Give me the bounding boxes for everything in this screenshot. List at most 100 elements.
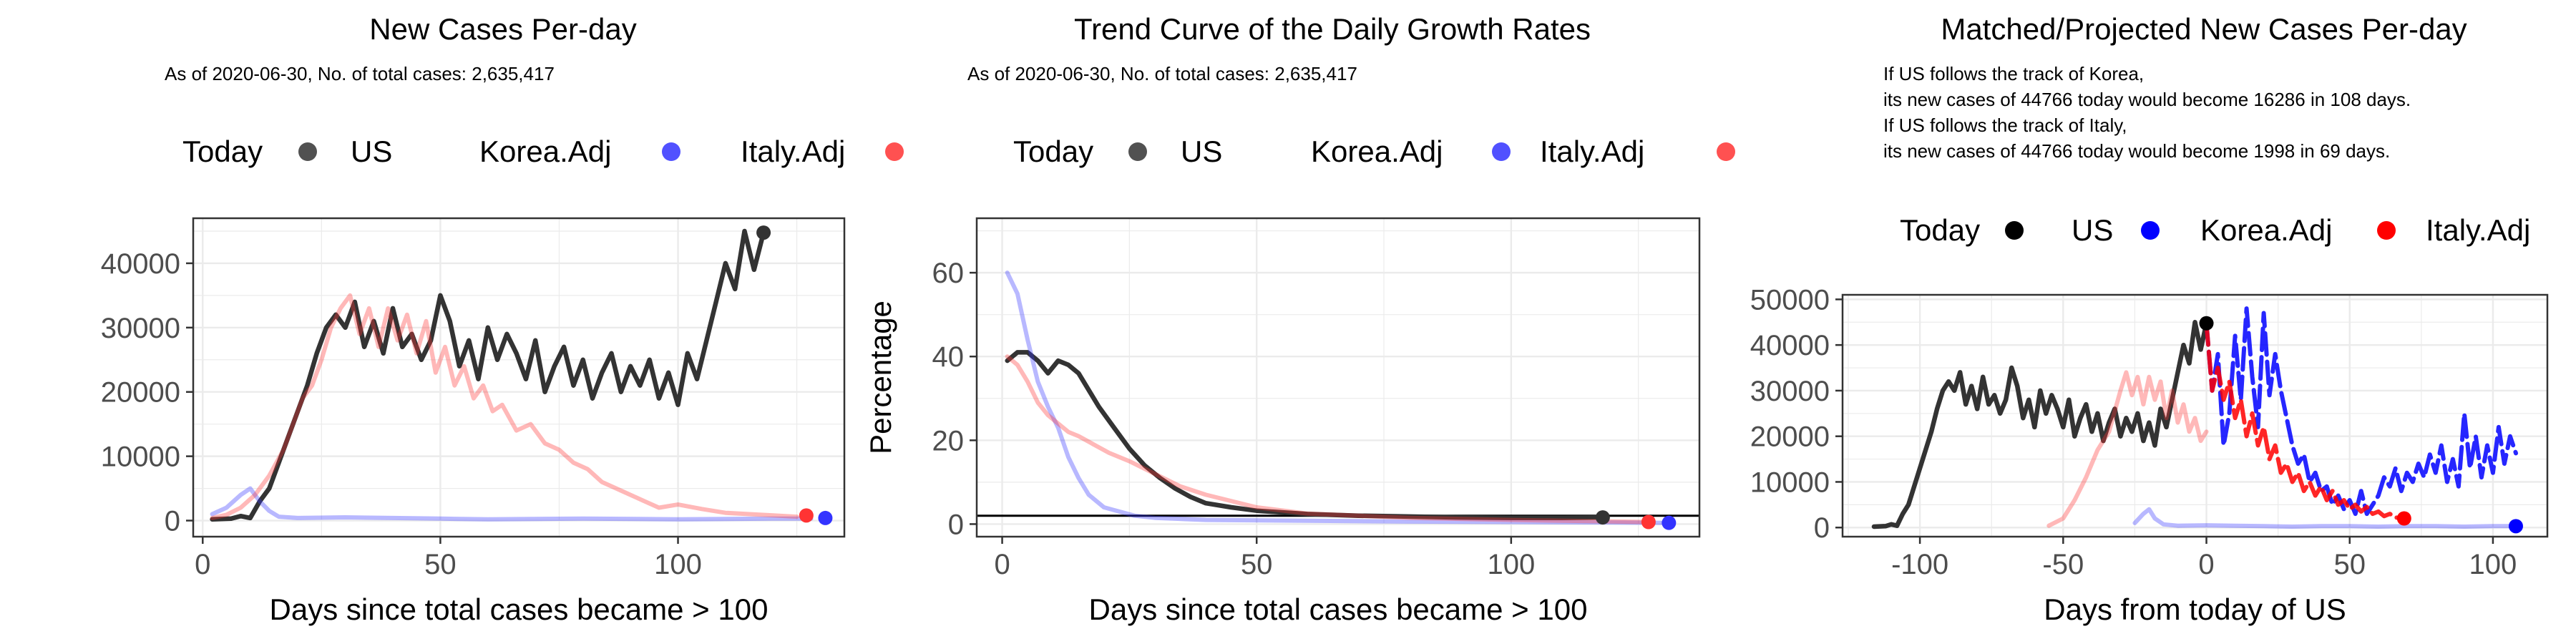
plot-border [975,217,1701,538]
legend-label-korea-adj: Korea.Adj [479,135,611,168]
series-line-us [1005,350,1606,520]
x-axis-label: Days since total cases became > 100 [1089,592,1588,626]
legend-dot-korea-adj [662,142,680,161]
y-tick-label: 10000 [101,441,180,473]
today-point-italy-adj [799,508,814,523]
chart-panel-1: New Cases Per-day As of 2020-06-30, No. o… [101,12,904,626]
series-line-korea-adj [1005,270,1672,525]
plot-border [192,217,846,538]
y-tick-label: 0 [165,506,180,537]
gridlines [1843,295,2547,537]
series-line-italy-adj [1005,354,1651,525]
y-tick-label: 20000 [1750,421,1830,453]
projection-note-3: If US follows the track of Italy, [1883,114,2127,136]
plot-border [1841,293,2549,538]
today-point-italy-adj [1641,514,1656,530]
x-tick-label: 100 [654,549,702,580]
today-point-korea-adj [2508,519,2523,534]
chart-legend: Today US Korea.Adj Italy.Adj [182,135,904,168]
legend-label-us: US [2072,213,2113,247]
y-tick-label: 40000 [101,248,180,280]
legend-dot-italy-adj [1717,142,1735,161]
today-point-korea-adj [1662,515,1677,530]
legend-label-korea-adj: Korea.Adj [2200,213,2332,247]
legend-dot-us [1128,142,1147,161]
series-line-korea-adj [2132,507,2518,529]
x-axis: 0 50 100 Days since total cases became > 10… [994,537,1587,626]
series-line-us [1871,320,2209,530]
legend-dot-korea-adj [1492,142,1511,161]
chart-subtitle: As of 2020-06-30, No. of total cases: 2,… [165,63,555,84]
today-points [2199,316,2523,534]
x-tick-label: 100 [2469,549,2517,580]
x-tick-label: -50 [2042,549,2084,580]
series-line-italy-adj [210,293,799,520]
legend-label-italy-adj: Italy.Adj [2426,213,2530,247]
legend-title: Today [1900,213,1980,247]
y-axis: 0 20 40 60 Percentage [864,258,977,540]
series-group [1005,270,1672,525]
legend-dot-korea-adj [2141,221,2160,240]
x-tick-label: 50 [2333,549,2366,580]
chart-subtitle: As of 2020-06-30, No. of total cases: 2,… [967,63,1357,84]
series-line-korea-adj [210,486,814,522]
plot-area [977,218,1699,537]
y-axis-label: Percentage [864,301,897,454]
series-line-italy-adj [2046,370,2209,528]
legend-label-korea-adj: Korea.Adj [1311,135,1443,168]
series-line-italy-adj-projected [2204,321,2406,521]
today-point-korea-adj [818,510,833,525]
y-tick-label: 50000 [1750,284,1830,316]
x-axis: 0 50 100 Days since total cases became > 10… [195,537,768,626]
today-points [756,225,833,525]
legend-label-italy-adj: Italy.Adj [741,135,845,168]
today-point-italy-adj [2396,511,2411,526]
projection-note-4: its new cases of 44766 today would becom… [1883,140,2390,162]
chart-title: Trend Curve of the Daily Growth Rates [1074,12,1591,46]
y-tick-label: 0 [1814,512,1830,544]
today-points [1595,510,1677,530]
x-tick-label: 100 [1487,549,1535,580]
series-group [1871,306,2518,530]
legend-label-us: US [1181,135,1222,168]
y-tick-label: 20000 [101,377,180,409]
plot-area [193,218,844,537]
chart-panel-2: Trend Curve of the Daily Growth Rates As … [864,12,1735,626]
x-axis-label: Days from today of US [2044,592,2346,626]
today-point-us [756,225,771,240]
chart-panel-3: Matched/Projected New Cases Per-day If US… [1750,12,2549,626]
projection-note-1: If US follows the track of Korea, [1883,63,2144,84]
legend-dot-us [298,142,317,161]
legend-dot-italy-adj [885,142,904,161]
x-tick-label: 0 [195,549,210,580]
today-point-us [2199,316,2214,331]
legend-dot-us [2005,221,2024,240]
y-axis: 0 10000 20000 30000 40000 50000 [1750,284,1843,544]
x-tick-label: 0 [2198,549,2214,580]
x-tick-label: -100 [1891,549,1948,580]
chart-title: Matched/Projected New Cases Per-day [1941,12,2467,46]
legend-label-italy-adj: Italy.Adj [1540,135,1644,168]
y-tick-label: 10000 [1750,467,1830,498]
legend-title: Today [182,135,263,168]
legend-label-us: US [351,135,392,168]
x-tick-label: 50 [424,549,457,580]
series-line-korea-adj-projected [2204,306,2518,517]
y-tick-label: 60 [932,258,965,289]
y-tick-label: 30000 [101,313,180,344]
y-tick-label: 40000 [1750,330,1830,361]
x-tick-label: 50 [1241,549,1273,580]
y-tick-label: 30000 [1750,376,1830,407]
projection-note-2: its new cases of 44766 today would becom… [1883,89,2411,110]
chart-legend: Today US Korea.Adj Italy.Adj [1900,213,2530,247]
x-tick-label: 0 [994,549,1010,580]
today-point-us [1595,510,1610,525]
gridlines [193,218,844,537]
gridlines [977,218,1699,537]
chart-legend: Today US Korea.Adj Italy.Adj [1013,135,1735,168]
y-tick-label: 0 [948,509,964,540]
legend-title: Today [1013,135,1093,168]
y-tick-label: 20 [932,425,965,457]
legend-dot-italy-adj [2377,221,2396,240]
